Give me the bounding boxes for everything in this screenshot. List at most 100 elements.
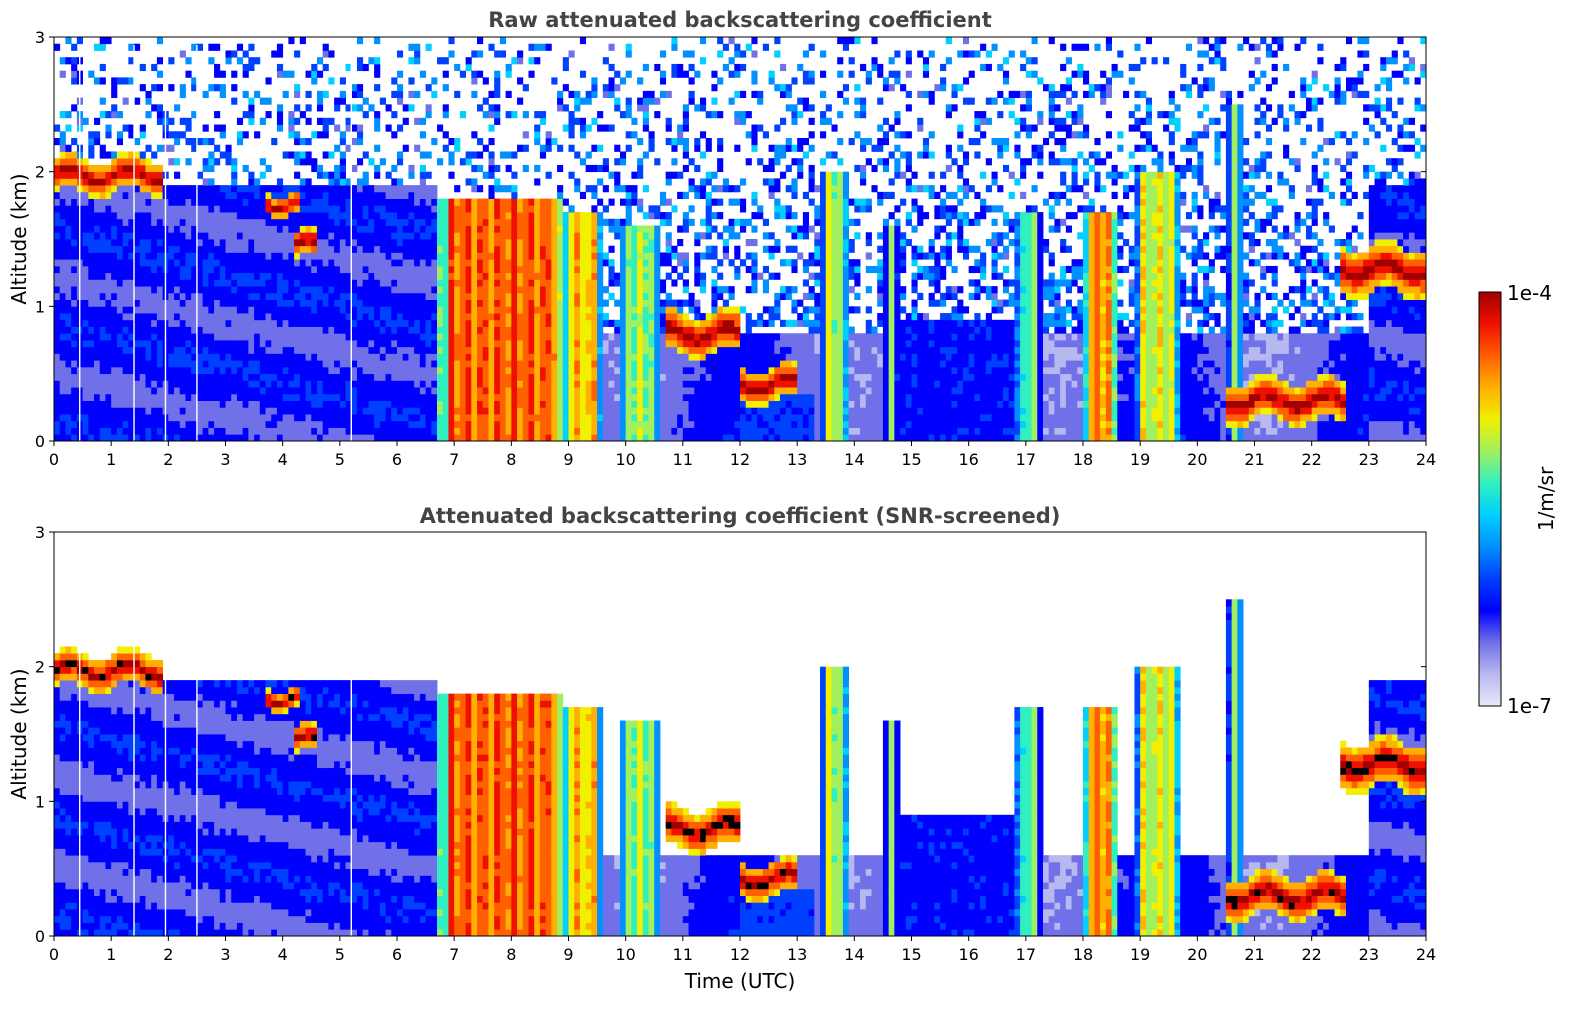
heatmap-cell — [54, 400, 61, 408]
heatmap-cell — [225, 50, 232, 58]
heatmap-cell — [242, 434, 249, 442]
heatmap-cell — [682, 434, 689, 442]
heatmap-cell — [322, 306, 329, 314]
heatmap-cell — [351, 420, 358, 428]
heatmap-cell — [322, 50, 329, 58]
heatmap-cell — [305, 185, 312, 193]
heatmap-cell — [54, 353, 61, 361]
heatmap-cell — [602, 407, 609, 415]
heatmap-cell — [339, 286, 346, 294]
heatmap-cell — [322, 427, 329, 435]
heatmap-cell — [557, 400, 564, 408]
heatmap-cell — [214, 387, 221, 395]
heatmap-cell — [562, 407, 569, 415]
heatmap-cell — [94, 245, 101, 253]
heatmap-cell — [642, 414, 649, 422]
heatmap-cell — [699, 57, 707, 65]
heatmap-cell — [254, 178, 261, 186]
heatmap-cell — [477, 265, 484, 274]
heatmap-cell — [99, 407, 106, 415]
heatmap-cell — [419, 414, 426, 422]
heatmap-cell — [316, 326, 324, 334]
heatmap-cell — [619, 185, 627, 193]
heatmap-cell — [196, 313, 204, 321]
heatmap-cell — [65, 414, 72, 422]
heatmap-cell — [694, 299, 701, 307]
heatmap-cell — [659, 387, 667, 395]
heatmap-cell — [374, 346, 381, 354]
heatmap-cell — [574, 373, 581, 381]
heatmap-cell — [505, 326, 512, 334]
heatmap-cell — [494, 245, 501, 253]
heatmap-cell — [379, 232, 386, 240]
heatmap-cell — [637, 353, 644, 361]
heatmap-cell — [191, 265, 198, 274]
heatmap-cell — [557, 245, 564, 253]
heatmap-cell — [597, 306, 604, 314]
heatmap-cell — [145, 333, 152, 341]
heatmap-cell — [414, 239, 421, 247]
heatmap-cell — [236, 252, 244, 260]
heatmap-cell — [179, 265, 186, 274]
heatmap-cell — [105, 434, 112, 442]
heatmap-cell — [311, 272, 318, 280]
heatmap-cell — [208, 272, 215, 280]
heatmap-cell — [414, 205, 421, 213]
heatmap-cell — [694, 427, 701, 435]
heatmap-cell — [311, 319, 318, 327]
heatmap-cell — [271, 191, 278, 199]
heatmap-cell — [562, 333, 569, 341]
heatmap-cell — [591, 252, 598, 260]
heatmap-cell — [545, 306, 552, 314]
heatmap-cell — [316, 414, 324, 422]
heatmap-cell — [351, 218, 358, 226]
heatmap-cell — [322, 90, 329, 98]
heatmap-cell — [397, 292, 404, 300]
heatmap-cell — [699, 360, 707, 368]
heatmap-cell — [448, 340, 455, 348]
heatmap-cell — [299, 414, 306, 422]
heatmap-cell — [305, 252, 312, 260]
heatmap-cell — [454, 299, 461, 307]
heatmap-cell — [271, 414, 278, 422]
heatmap-cell — [722, 427, 729, 435]
heatmap-cell — [305, 212, 312, 220]
heatmap-cell — [699, 340, 707, 348]
heatmap-cell — [591, 366, 598, 375]
heatmap-cell — [65, 259, 72, 267]
heatmap-cell — [174, 420, 181, 428]
heatmap-cell — [705, 252, 712, 260]
heatmap-cell — [139, 427, 146, 435]
heatmap-cell — [608, 387, 615, 395]
heatmap-cell — [534, 373, 541, 381]
heatmap-cell — [551, 414, 558, 422]
heatmap-cell — [665, 171, 672, 179]
heatmap-cell — [419, 366, 426, 375]
heatmap-cell — [288, 306, 295, 314]
heatmap-cell — [339, 326, 346, 334]
heatmap-cell — [311, 198, 318, 206]
heatmap-cell — [408, 90, 415, 98]
heatmap-cell — [545, 279, 552, 287]
heatmap-cell — [562, 225, 569, 233]
heatmap-cell — [82, 427, 89, 435]
heatmap-cell — [305, 218, 312, 226]
heatmap-cell — [454, 393, 461, 401]
heatmap-cell — [334, 387, 341, 395]
heatmap-cell — [717, 138, 724, 146]
heatmap-cell — [328, 272, 335, 280]
heatmap-cell — [705, 373, 712, 381]
heatmap-cell — [88, 373, 95, 381]
heatmap-cell — [202, 279, 209, 287]
heatmap-cell — [254, 198, 261, 206]
heatmap-cell — [414, 393, 421, 401]
heatmap-cell — [305, 393, 312, 401]
heatmap-cell — [111, 171, 118, 179]
heatmap-cell — [539, 212, 547, 220]
heatmap-cell — [459, 252, 466, 260]
heatmap-cell — [311, 400, 318, 408]
heatmap-cell — [557, 366, 564, 375]
heatmap-cell — [448, 37, 455, 45]
heatmap-cell — [242, 50, 249, 58]
heatmap-cell — [351, 272, 358, 280]
